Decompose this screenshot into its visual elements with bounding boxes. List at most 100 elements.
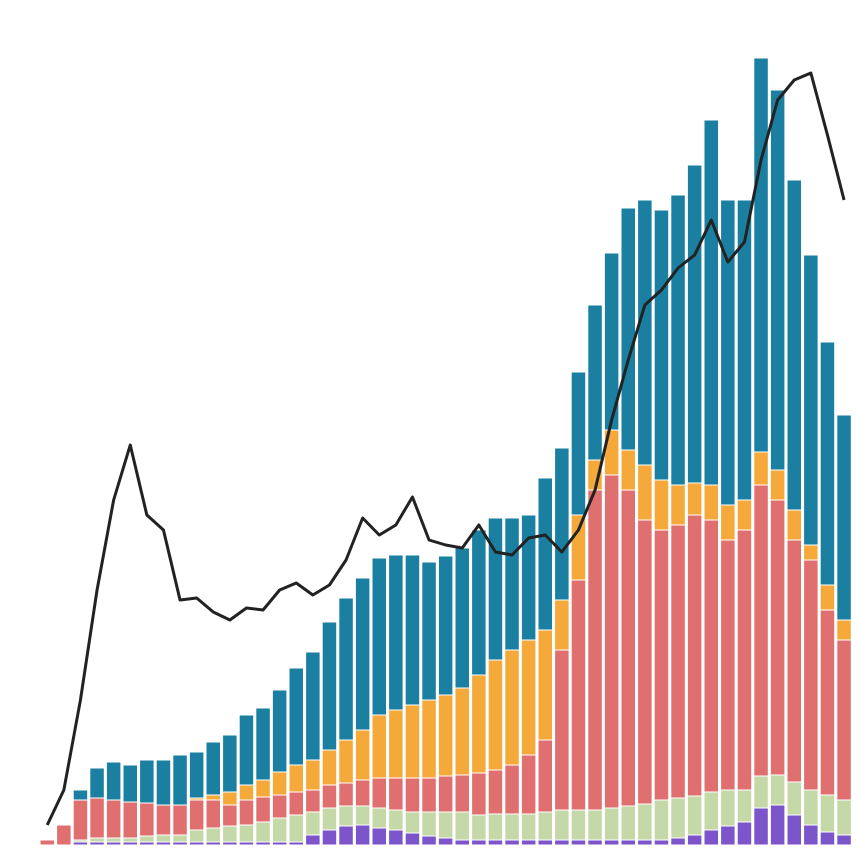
bar-segment [803,544,819,561]
bar-segment [255,779,271,798]
bar-segment [155,834,172,843]
bar-segment [819,609,836,796]
bar-segment [620,207,636,451]
bar-segment [471,814,487,841]
bar-segment [554,809,570,841]
bar-segment [736,499,753,531]
bar-segment [686,795,703,836]
bar-segment [819,341,836,586]
bar-segment [338,805,354,827]
bar-segment [703,791,719,831]
bar-segment [819,831,836,846]
bar-segment [305,759,321,791]
bar-segment [421,561,437,701]
bar-segment [487,839,504,846]
bar-segment [736,199,753,501]
bar-segment [587,839,603,846]
bar-segment [504,764,520,815]
bar-segment [321,749,338,786]
bar-segment [753,451,769,486]
bar-segment [471,772,487,816]
bar-segment [122,837,138,843]
bar-segment [786,814,802,846]
bar-segment [454,839,470,846]
bar-segment [155,804,172,836]
bar-segment [554,839,570,846]
bar-segment [454,774,470,813]
bar-segment [836,834,852,846]
bar-segment [404,704,421,779]
bar-segment [371,714,387,779]
bar-segment [238,799,255,826]
bar-segment [554,447,570,601]
bar-segment [570,839,587,846]
bar-segment [321,621,338,751]
bar-segment [620,449,636,491]
bar-segment [454,547,470,689]
bar-segment [421,777,437,813]
bar-segment [603,839,620,846]
bar-segment [670,484,686,526]
bar-segment [338,597,354,741]
bar-segment [720,789,736,827]
bar-segment [222,791,238,806]
bar-segment [786,509,802,541]
bar-segment [105,799,122,839]
bar-segment [670,524,686,799]
bar-segment [603,474,620,809]
bar-segment [56,824,72,846]
bar-segment [288,667,304,766]
bar-segment [686,834,703,846]
bar-segment [637,519,653,805]
bar-segment [637,464,653,521]
bar-segment [487,517,504,661]
bar-segment [388,809,404,831]
bar-segment [720,504,736,541]
bar-segment [554,649,570,811]
bar-segment [819,794,836,833]
bar-segment [271,794,288,819]
bar-segment [720,539,736,791]
bar-segment [736,821,753,846]
bar-segment [570,514,587,581]
bar-segment [139,835,155,843]
bar-segment [421,699,437,779]
bar-segment [388,777,404,811]
bar-segment [371,807,387,829]
bar-segment [338,739,354,784]
bar-segment [354,824,371,846]
bar-segment [371,557,387,716]
bar-segment [222,734,238,793]
bar-segment [786,179,802,511]
bar-segment [39,839,55,846]
bar-segment [454,687,470,776]
bar-segment [321,807,338,831]
bar-segment [305,651,321,761]
bar-segment [139,802,155,837]
bar-segment [437,837,454,846]
bar-segment [437,694,454,777]
bar-segment [404,777,421,813]
bar-segment [769,804,786,846]
bar-segment [769,499,786,776]
bar-segment [520,514,537,641]
bar-segment [288,791,304,816]
bar-segment [703,484,719,521]
bar-segment [836,799,852,836]
bar-segment [603,807,620,841]
bar-segment [271,771,288,796]
bar-segment [338,782,354,807]
bar-segment [686,164,703,484]
bar-segment [504,649,520,766]
bar-segment [388,829,404,846]
bar-segment [769,469,786,501]
bar-segment [155,759,172,806]
bar-segment [520,839,537,846]
bar-segment [404,832,421,846]
bar-segment [238,784,255,801]
bar-segment [271,689,288,773]
bar-segment [803,559,819,791]
bar-segment [205,794,221,801]
bar-segment [188,751,205,799]
